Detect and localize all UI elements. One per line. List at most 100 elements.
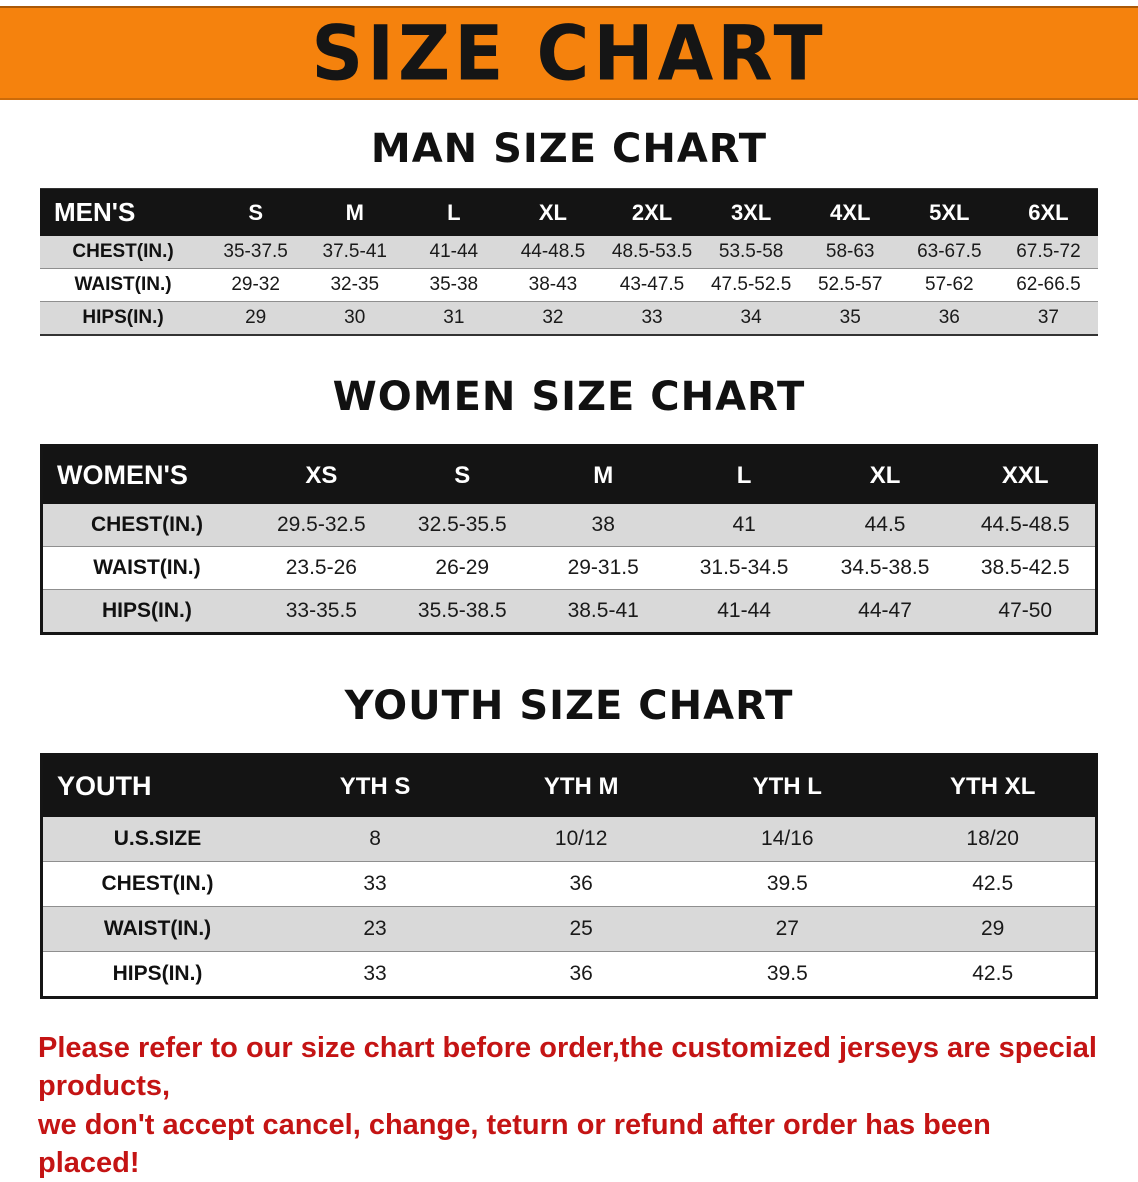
size-value: 47-50 (998, 599, 1053, 622)
size-value: 41-44 (429, 241, 479, 262)
size-column-header: 4XL (800, 188, 900, 236)
table-header-row: MEN'S S M L XL 2XL 3XL 4XL 5XL 6XL (40, 188, 1098, 236)
women-size-table: WOMEN'S XS S M L XL XXL CHEST(IN.) 29.5-32.5 32.5… (40, 444, 1098, 635)
size-column-header: XXL (955, 445, 1097, 504)
size-column-header: 6XL (998, 188, 1098, 236)
size-value: 52.5-57 (817, 274, 883, 295)
size-value: 34.5-38.5 (840, 556, 930, 579)
row-label: WAIST(IN.) (74, 274, 172, 295)
size-value: 35.5-38.5 (417, 599, 507, 622)
youth-section-heading: YOUTH SIZE CHART (344, 683, 794, 729)
size-value: 8 (369, 827, 381, 850)
size-value: 44.5 (864, 513, 906, 536)
row-label: CHEST(IN.) (72, 241, 174, 262)
size-value: 33 (641, 307, 663, 328)
size-column-header: XL (814, 445, 956, 504)
size-value: 34 (740, 307, 762, 328)
row-label: CHEST(IN.) (90, 513, 203, 536)
disclaimer-line-2: we don't accept cancel, change, teturn o… (38, 1108, 991, 1179)
table-row: WAIST(IN.) 23.5-26 26-29 29-31.5 31.5-34.5 34… (41, 546, 1097, 590)
size-column-header: 3XL (701, 188, 801, 236)
size-column-header: 5XL (899, 188, 999, 236)
size-column-header: M (532, 445, 674, 504)
row-label: HIPS(IN.) (102, 599, 192, 622)
size-value: 10/12 (554, 827, 608, 850)
size-value: 43-47.5 (619, 274, 685, 295)
size-column-header: XL (503, 188, 603, 236)
size-value: 29.5-32.5 (276, 513, 366, 536)
size-value: 53.5-58 (718, 241, 784, 262)
size-value: 39.5 (766, 962, 808, 985)
size-value: 29-32 (231, 274, 280, 295)
banner: SIZE CHART (0, 6, 1138, 100)
size-value: 42.5 (972, 872, 1014, 895)
table-row: WAIST(IN.) 23 25 27 29 (41, 906, 1097, 952)
table-row: CHEST(IN.) 35-37.5 37.5-41 41-44 44-48.5 48.5… (40, 236, 1098, 269)
size-value: 38 (591, 513, 615, 536)
size-value: 67.5-72 (1016, 241, 1081, 262)
disclaimer-text: Please refer to our size chart before or… (38, 1029, 1100, 1182)
table-row: HIPS(IN.) 33-35.5 35.5-38.5 38.5-41 41-44 44-… (41, 589, 1097, 634)
size-value: 47.5-52.5 (710, 274, 792, 295)
size-column-header: S (391, 445, 533, 504)
size-column-header: YTH XL (890, 754, 1097, 817)
men-size-table: MEN'S S M L XL 2XL 3XL 4XL 5XL 6XL CHEST(IN.) 35-37… (40, 188, 1098, 336)
size-value: 36 (938, 307, 960, 328)
size-value: 41 (732, 513, 756, 536)
size-value: 35 (839, 307, 861, 328)
size-value: 42.5 (972, 962, 1014, 985)
size-value: 44.5-48.5 (980, 513, 1070, 536)
row-label: WAIST(IN.) (93, 556, 201, 579)
size-value: 35-37.5 (223, 241, 288, 262)
size-value: 63-67.5 (917, 241, 982, 262)
size-value: 31.5-34.5 (699, 556, 789, 579)
table-row: HIPS(IN.) 29 30 31 32 33 34 35 36 37 (40, 301, 1098, 335)
size-value: 32 (542, 307, 564, 328)
row-label: HIPS(IN.) (112, 962, 203, 985)
size-column-header: L (673, 445, 815, 504)
table-row: CHEST(IN.) 29.5-32.5 32.5-35.5 38 41 44.5 44.5… (41, 504, 1097, 547)
size-column-header: 2XL (602, 188, 702, 236)
table-row: WAIST(IN.) 29-32 32-35 35-38 38-43 43-47.5 47.… (40, 268, 1098, 302)
table-title-cell: MEN'S (40, 188, 207, 236)
row-label: U.S.SIZE (113, 827, 202, 850)
size-value: 32-35 (330, 274, 380, 295)
table-header-row: YOUTH YTH S YTH M YTH L YTH XL (41, 754, 1097, 817)
size-column-header: YTH L (684, 754, 891, 817)
size-value: 32.5-35.5 (417, 513, 507, 536)
banner-title: SIZE CHART (311, 8, 827, 98)
size-value: 35-38 (429, 274, 479, 295)
size-column-header: S (206, 188, 306, 236)
table-row: U.S.SIZE 8 10/12 14/16 18/20 (41, 817, 1097, 862)
size-value: 37.5-41 (322, 241, 387, 262)
size-column-header: YTH M (478, 754, 685, 817)
table-header-row: WOMEN'S XS S M L XL XXL (41, 445, 1097, 504)
size-value: 27 (775, 917, 799, 940)
size-value: 33 (363, 872, 387, 895)
table-title-cell: WOMEN'S (41, 445, 251, 504)
size-value: 26-29 (435, 556, 490, 579)
size-value: 38.5-41 (567, 599, 639, 622)
row-label: WAIST(IN.) (103, 917, 212, 940)
size-value: 44-47 (858, 599, 912, 622)
size-value: 36 (569, 872, 593, 895)
size-column-header: M (305, 188, 405, 236)
size-value: 18/20 (966, 827, 1019, 850)
size-value: 57-62 (925, 274, 974, 295)
size-value: 33-35.5 (285, 599, 357, 622)
size-value: 38-43 (528, 274, 578, 295)
size-value: 44-48.5 (520, 241, 586, 262)
disclaimer-line-1: Please refer to our size chart before or… (38, 1032, 1097, 1103)
size-value: 14/16 (761, 827, 814, 850)
table-title-cell: YOUTH (41, 754, 272, 817)
youth-size-table: YOUTH YTH S YTH M YTH L YTH XL U.S.SIZE 8 10/12… (40, 753, 1098, 999)
size-value: 33 (363, 962, 387, 985)
size-value: 62-66.5 (1016, 274, 1081, 295)
size-column-header: L (404, 188, 504, 236)
size-value: 31 (443, 307, 465, 328)
size-column-header: YTH S (272, 754, 479, 817)
size-value: 38.5-42.5 (980, 556, 1070, 579)
size-value: 29-31.5 (567, 556, 639, 579)
size-value: 37 (1037, 307, 1059, 328)
